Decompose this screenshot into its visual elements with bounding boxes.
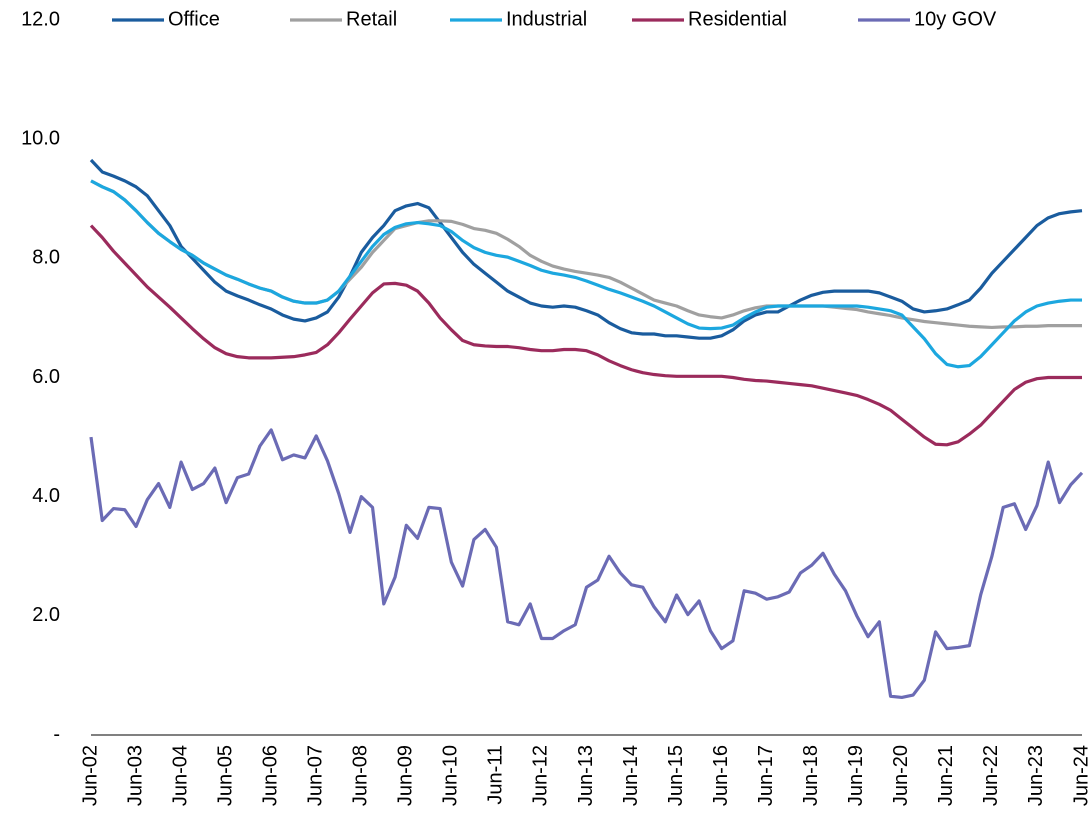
x-tick-label: Jun-23 xyxy=(1025,745,1047,806)
x-tick-label: Jun-21 xyxy=(935,745,957,806)
y-tick-label: 12.0 xyxy=(21,8,60,30)
x-tick-label: Jun-12 xyxy=(530,745,552,806)
x-tick-label: Jun-07 xyxy=(305,745,327,806)
x-tick-label: Jun-08 xyxy=(350,745,372,806)
x-tick-label: Jun-02 xyxy=(79,745,101,806)
x-tick-label: Jun-17 xyxy=(755,745,777,806)
legend-label: Office xyxy=(168,8,220,30)
y-tick-label: 2.0 xyxy=(32,604,60,626)
x-tick-label: Jun-03 xyxy=(124,745,146,806)
series-line xyxy=(90,179,1082,330)
legend-label: Industrial xyxy=(506,8,587,30)
x-tick-label: Jun-16 xyxy=(710,745,732,806)
x-tick-label: Jun-10 xyxy=(440,745,462,806)
y-tick-label: - xyxy=(53,723,60,745)
series-line xyxy=(89,224,1082,447)
legend-label: Retail xyxy=(346,8,397,30)
series-line xyxy=(89,428,1084,700)
x-tick-label: Jun-09 xyxy=(395,745,417,806)
x-tick-label: Jun-05 xyxy=(214,745,236,806)
y-tick-label: 4.0 xyxy=(32,485,60,507)
x-tick-label: Jun-11 xyxy=(485,745,507,805)
x-tick-label: Jun-14 xyxy=(620,745,642,806)
x-tick-label: Jun-15 xyxy=(665,745,687,806)
legend-label: Residential xyxy=(688,8,787,30)
x-tick-label: Jun-06 xyxy=(259,745,281,806)
series-line xyxy=(90,179,1082,369)
x-tick-label: Jun-13 xyxy=(575,745,597,806)
legend-label: 10y GOV xyxy=(914,8,997,30)
x-tick-label: Jun-19 xyxy=(845,745,867,806)
x-tick-label: Jun-22 xyxy=(980,745,1002,806)
x-tick-label: Jun-20 xyxy=(890,745,912,806)
x-tick-label: Jun-18 xyxy=(800,745,822,806)
x-tick-label: Jun-04 xyxy=(169,745,191,806)
series-line xyxy=(89,158,1083,340)
x-tick-label: Jun-24 xyxy=(1070,745,1092,806)
y-tick-label: 8.0 xyxy=(32,247,60,269)
y-tick-label: 10.0 xyxy=(21,127,60,149)
y-tick-label: 6.0 xyxy=(32,366,60,388)
